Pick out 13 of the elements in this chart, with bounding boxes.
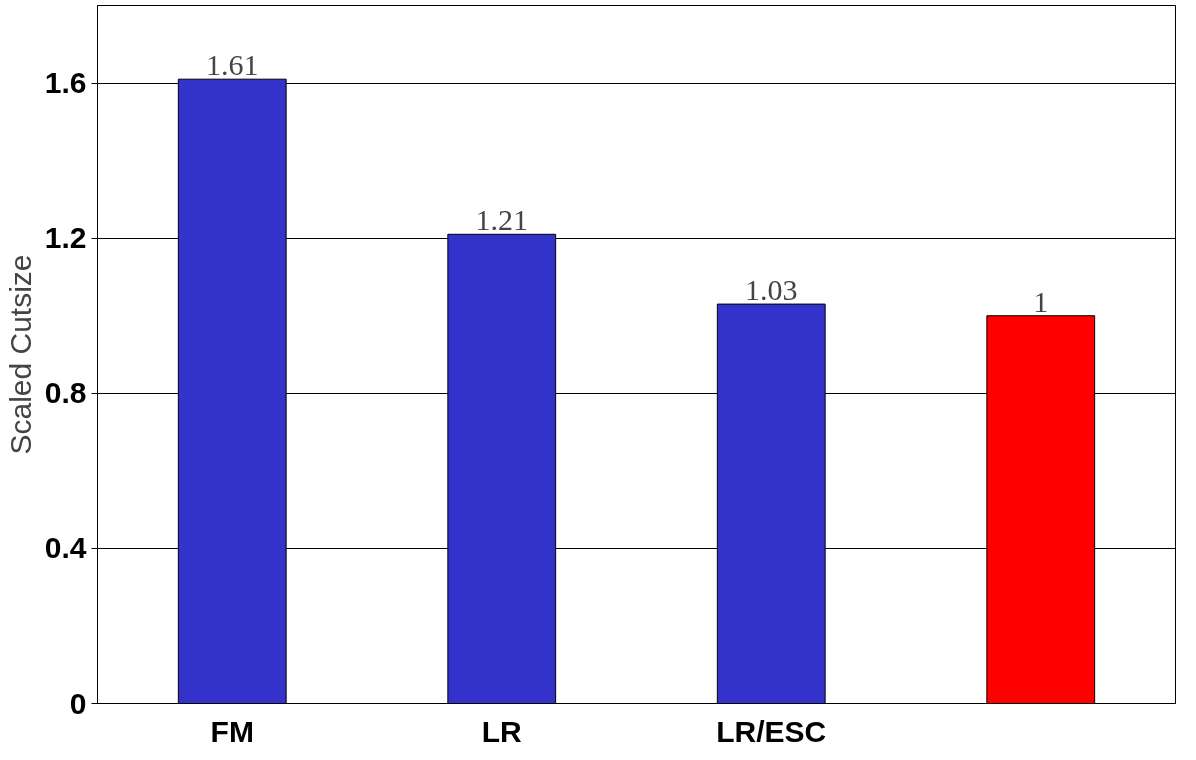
data-label: 1.21 — [475, 203, 528, 237]
x-tick-label: LR/ESC — [716, 714, 827, 748]
y-tick-label: 1.6 — [44, 66, 87, 100]
x-tick-label: FM — [210, 714, 254, 748]
y-tick-label: 0 — [69, 686, 87, 720]
data-label: 1.61 — [206, 48, 259, 82]
x-tick-label: LR — [481, 714, 523, 748]
y-axis-title: Scaled Cutsize — [3, 254, 37, 455]
y-tick-label: 0.4 — [44, 531, 87, 565]
data-label: 1.03 — [745, 273, 798, 307]
y-tick-label: 1.2 — [44, 221, 87, 255]
data-label: 1 — [1033, 284, 1049, 318]
y-tick-label: 0.8 — [44, 376, 87, 410]
